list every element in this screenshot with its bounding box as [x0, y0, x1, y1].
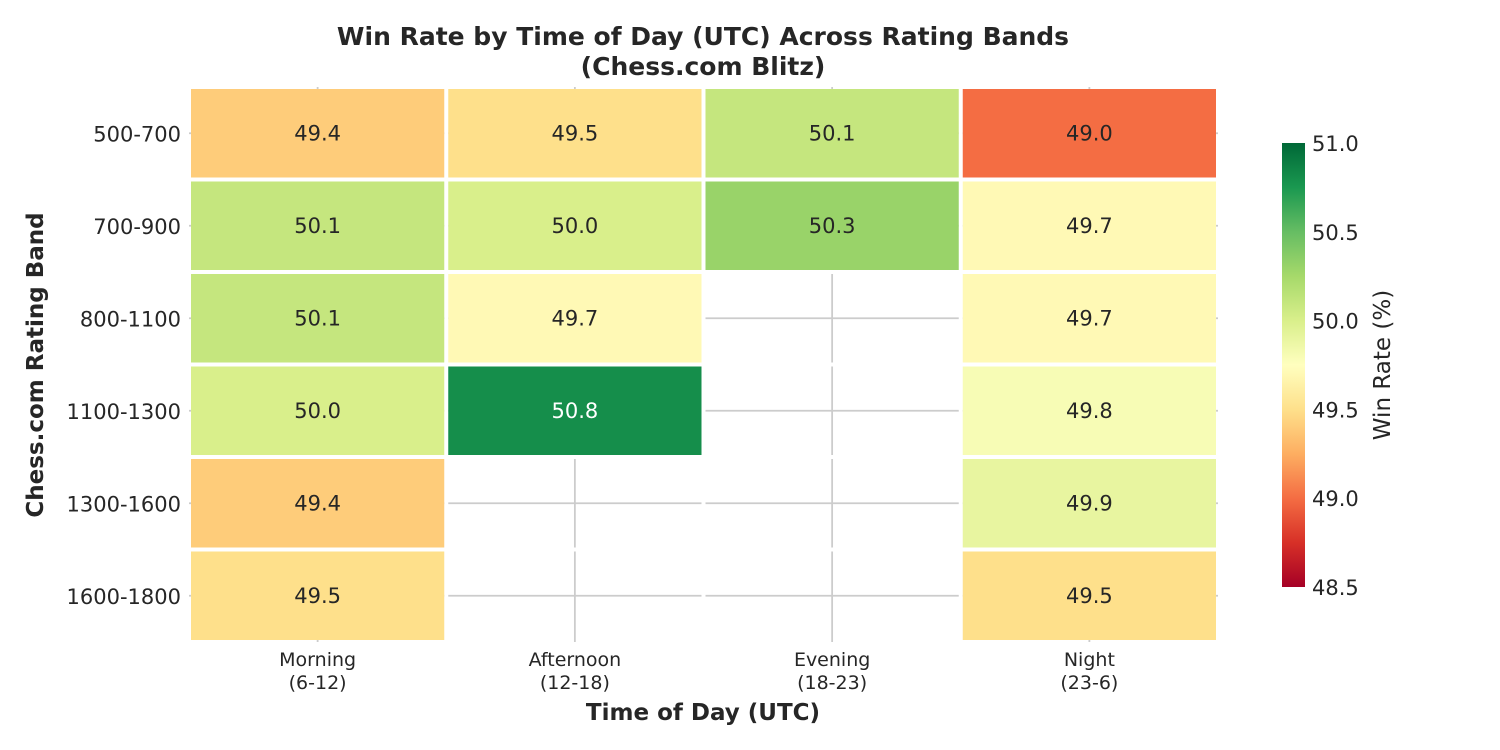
heatmap-cell	[191, 366, 445, 455]
heatmap-cell	[705, 89, 959, 178]
heatmap-cell	[448, 366, 702, 455]
cell-value-label: 49.5	[551, 121, 598, 145]
cell-value-label: 49.7	[1066, 214, 1113, 238]
cell-value-label: 50.1	[294, 306, 341, 330]
heatmap-cell	[962, 181, 1216, 270]
cell-value-label: 49.5	[1066, 584, 1113, 608]
heatmap-cell	[962, 459, 1216, 548]
colorbar-gradient	[1282, 143, 1305, 587]
heatmap-cell	[448, 274, 702, 363]
chart-title-line-2: (Chess.com Blitz)	[581, 52, 826, 81]
heatmap-cell	[962, 89, 1216, 178]
x-tick-sublabel: (23-6)	[1060, 672, 1118, 694]
y-tick-label: 700-900	[93, 215, 181, 239]
cell-value-label: 50.0	[551, 214, 598, 238]
cell-value-label: 49.5	[294, 584, 341, 608]
cell-value-label: 49.7	[1066, 306, 1113, 330]
y-tick-label: 1600-1800	[67, 585, 181, 609]
y-axis-title: Chess.com Rating Band	[23, 212, 49, 517]
colorbar-tick-label: 51.0	[1312, 132, 1359, 156]
heatmap-cell	[191, 459, 445, 548]
x-tick-sublabel: (18-23)	[797, 672, 867, 694]
x-tick-label: Afternoon	[529, 649, 622, 671]
cell-value-label: 49.0	[1066, 121, 1113, 145]
heatmap-cell	[962, 551, 1216, 640]
x-tick-label: Evening	[794, 649, 870, 671]
cell-value-label: 49.8	[1066, 399, 1113, 423]
heatmap-cell	[191, 551, 445, 640]
y-tick-label: 1300-1600	[67, 492, 181, 516]
colorbar-label: Win Rate (%)	[1370, 290, 1396, 440]
x-tick-label: Night	[1064, 649, 1115, 671]
heatmap-cell	[191, 181, 445, 270]
colorbar-tick-label: 49.5	[1312, 398, 1359, 422]
colorbar-tick-label: 50.0	[1312, 310, 1359, 334]
cell-value-label: 49.9	[1066, 491, 1113, 515]
cell-value-label: 50.3	[809, 214, 856, 238]
heatmap-cell	[448, 89, 702, 178]
x-axis-title: Time of Day (UTC)	[586, 700, 820, 726]
x-tick-labels: Morning(6-12) Afternoon(12-18) Evening(18-…	[279, 649, 1118, 694]
heatmap-cell	[191, 274, 445, 363]
x-tick-sublabel: (6-12)	[289, 672, 347, 694]
heatmap-cell	[448, 181, 702, 270]
heatmap-cell	[962, 366, 1216, 455]
cell-value-label: 50.1	[294, 214, 341, 238]
heatmap-cell	[962, 274, 1216, 363]
x-tick-label: Morning	[279, 649, 356, 671]
heatmap-cell	[705, 181, 959, 270]
x-tick-sublabel: (12-18)	[540, 672, 610, 694]
y-tick-label: 1100-1300	[67, 400, 181, 424]
colorbar-tick-label: 50.5	[1312, 221, 1359, 245]
cell-value-label: 49.4	[294, 491, 341, 515]
cell-value-label: 50.1	[809, 121, 856, 145]
cell-value-label: 49.7	[551, 306, 598, 330]
colorbar-tick-label: 48.5	[1312, 576, 1359, 600]
chart-title-line-1: Win Rate by Time of Day (UTC) Across Rat…	[337, 22, 1069, 51]
heatmap-cells: 49.4 49.5 50.1 49.0 50.1 50.0 50.3 49.7 50.1 49.7…	[191, 89, 1216, 640]
colorbar-tick-label: 49.0	[1312, 487, 1359, 511]
y-tick-labels: 500-700 700-900 800-1100 1100-1300 1300-1600…	[67, 122, 181, 609]
y-tick-label: 500-700	[93, 122, 181, 146]
heatmap-cell	[191, 89, 445, 178]
cell-value-label: 50.8	[551, 399, 598, 423]
cell-value-label: 49.4	[294, 121, 341, 145]
y-tick-label: 800-1100	[80, 307, 181, 331]
colorbar: 48.5 49.0 49.5 50.0 50.5 51.0	[1282, 132, 1359, 600]
cell-value-label: 50.0	[294, 399, 341, 423]
